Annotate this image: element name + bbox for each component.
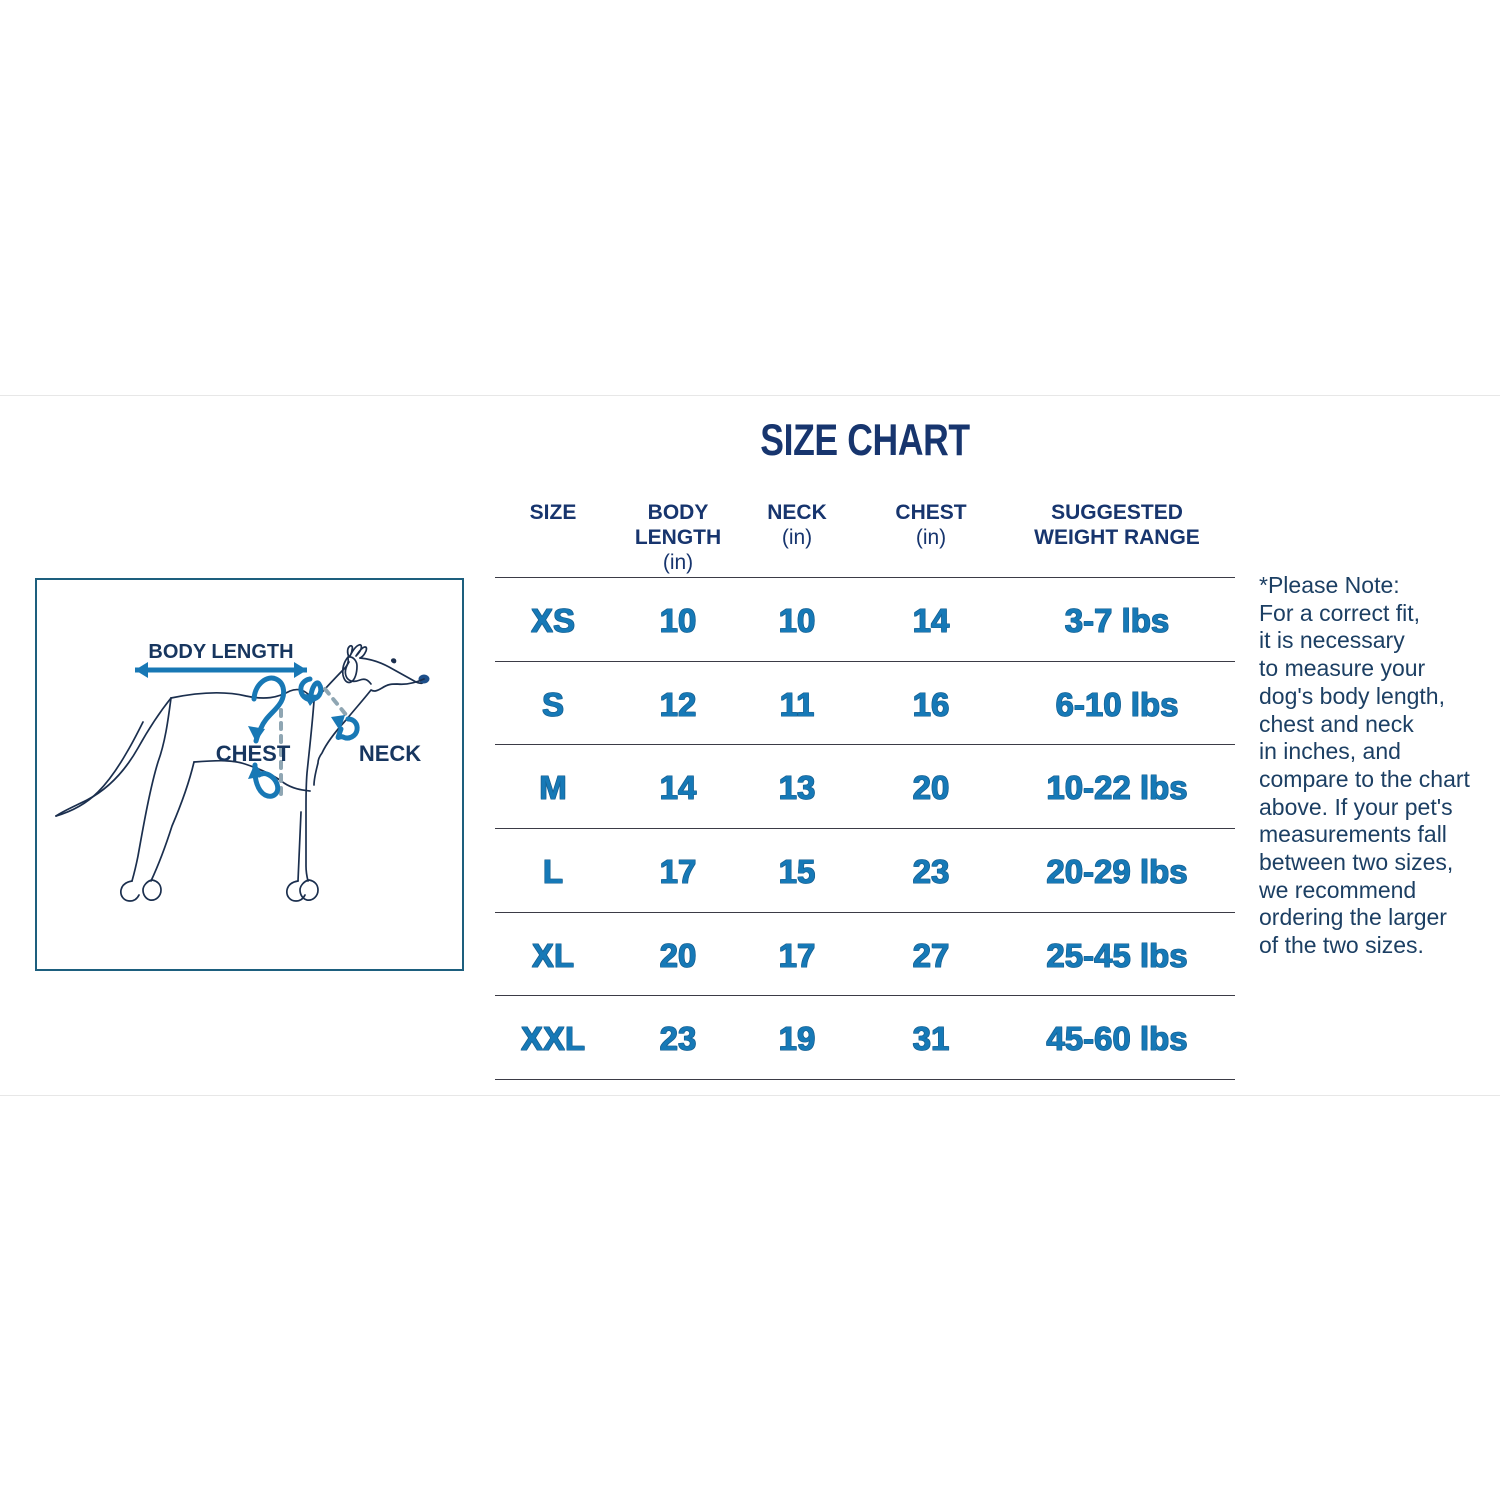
svg-text:CHEST: CHEST xyxy=(216,741,291,766)
svg-text:BODY LENGTH: BODY LENGTH xyxy=(148,641,293,663)
svg-text:NECK: NECK xyxy=(359,741,421,766)
